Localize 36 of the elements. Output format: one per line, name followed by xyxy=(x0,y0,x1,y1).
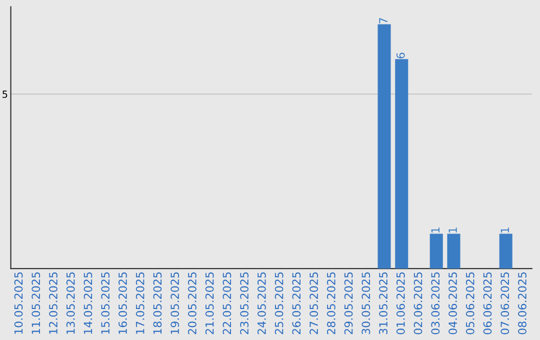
x-tick-label: 22.05.2025 xyxy=(222,272,232,334)
x-tick-label: 21.05.2025 xyxy=(205,272,214,334)
data-label: 1 xyxy=(448,228,457,232)
x-tick-label: 19.05.2025 xyxy=(170,272,180,334)
x-tick-label: 08.06.2025 xyxy=(518,272,526,334)
x-tick-label: 10.05.2025 xyxy=(14,272,23,334)
x-tick-label: 04.06.2025 xyxy=(448,272,457,334)
x-tick-label: 06.06.2025 xyxy=(483,272,492,334)
x-tick-label: 15.05.2025 xyxy=(101,272,110,334)
x-tick-label: 05.06.2025 xyxy=(466,272,474,334)
x-tick-label: 26.05.2025 xyxy=(292,272,301,334)
x-tick-label: 17.05.2025 xyxy=(136,272,144,334)
data-label: 1 xyxy=(431,228,440,232)
x-tick-label: 23.05.2025 xyxy=(240,272,249,334)
x-tick-label: 12.05.2025 xyxy=(49,272,58,334)
x-tick-label: 20.05.2025 xyxy=(188,272,196,334)
x-tick-label: 18.05.2025 xyxy=(153,272,162,334)
y-tick-label: 5 xyxy=(2,90,8,98)
x-tick-label: 31.05.2025 xyxy=(379,272,388,334)
x-tick-label: 11.05.2025 xyxy=(32,272,40,334)
x-tick-label: 29.05.2025 xyxy=(344,272,353,334)
x-tick-label: 30.05.2025 xyxy=(362,272,370,334)
x-tick-label: 25.05.2025 xyxy=(274,272,284,334)
x-tick-label: 16.05.2025 xyxy=(118,272,127,334)
x-tick-label: 03.06.2025 xyxy=(431,272,440,334)
data-label: 1 xyxy=(500,228,509,232)
x-tick-label: 07.06.2025 xyxy=(500,272,510,334)
x-tick-label: 01.06.2025 xyxy=(396,272,405,334)
data-label: 6 xyxy=(396,52,405,58)
x-tick-label: 13.05.2025 xyxy=(66,272,75,334)
x-tick-label: 24.05.2025 xyxy=(257,272,266,334)
data-label: 7 xyxy=(379,18,388,24)
x-tick-label: 14.05.2025 xyxy=(84,272,92,334)
x-tick-label: 02.06.2025 xyxy=(414,272,422,334)
x-tick-label: 27.05.2025 xyxy=(310,272,318,334)
x-tick-label: 28.05.2025 xyxy=(326,272,336,334)
